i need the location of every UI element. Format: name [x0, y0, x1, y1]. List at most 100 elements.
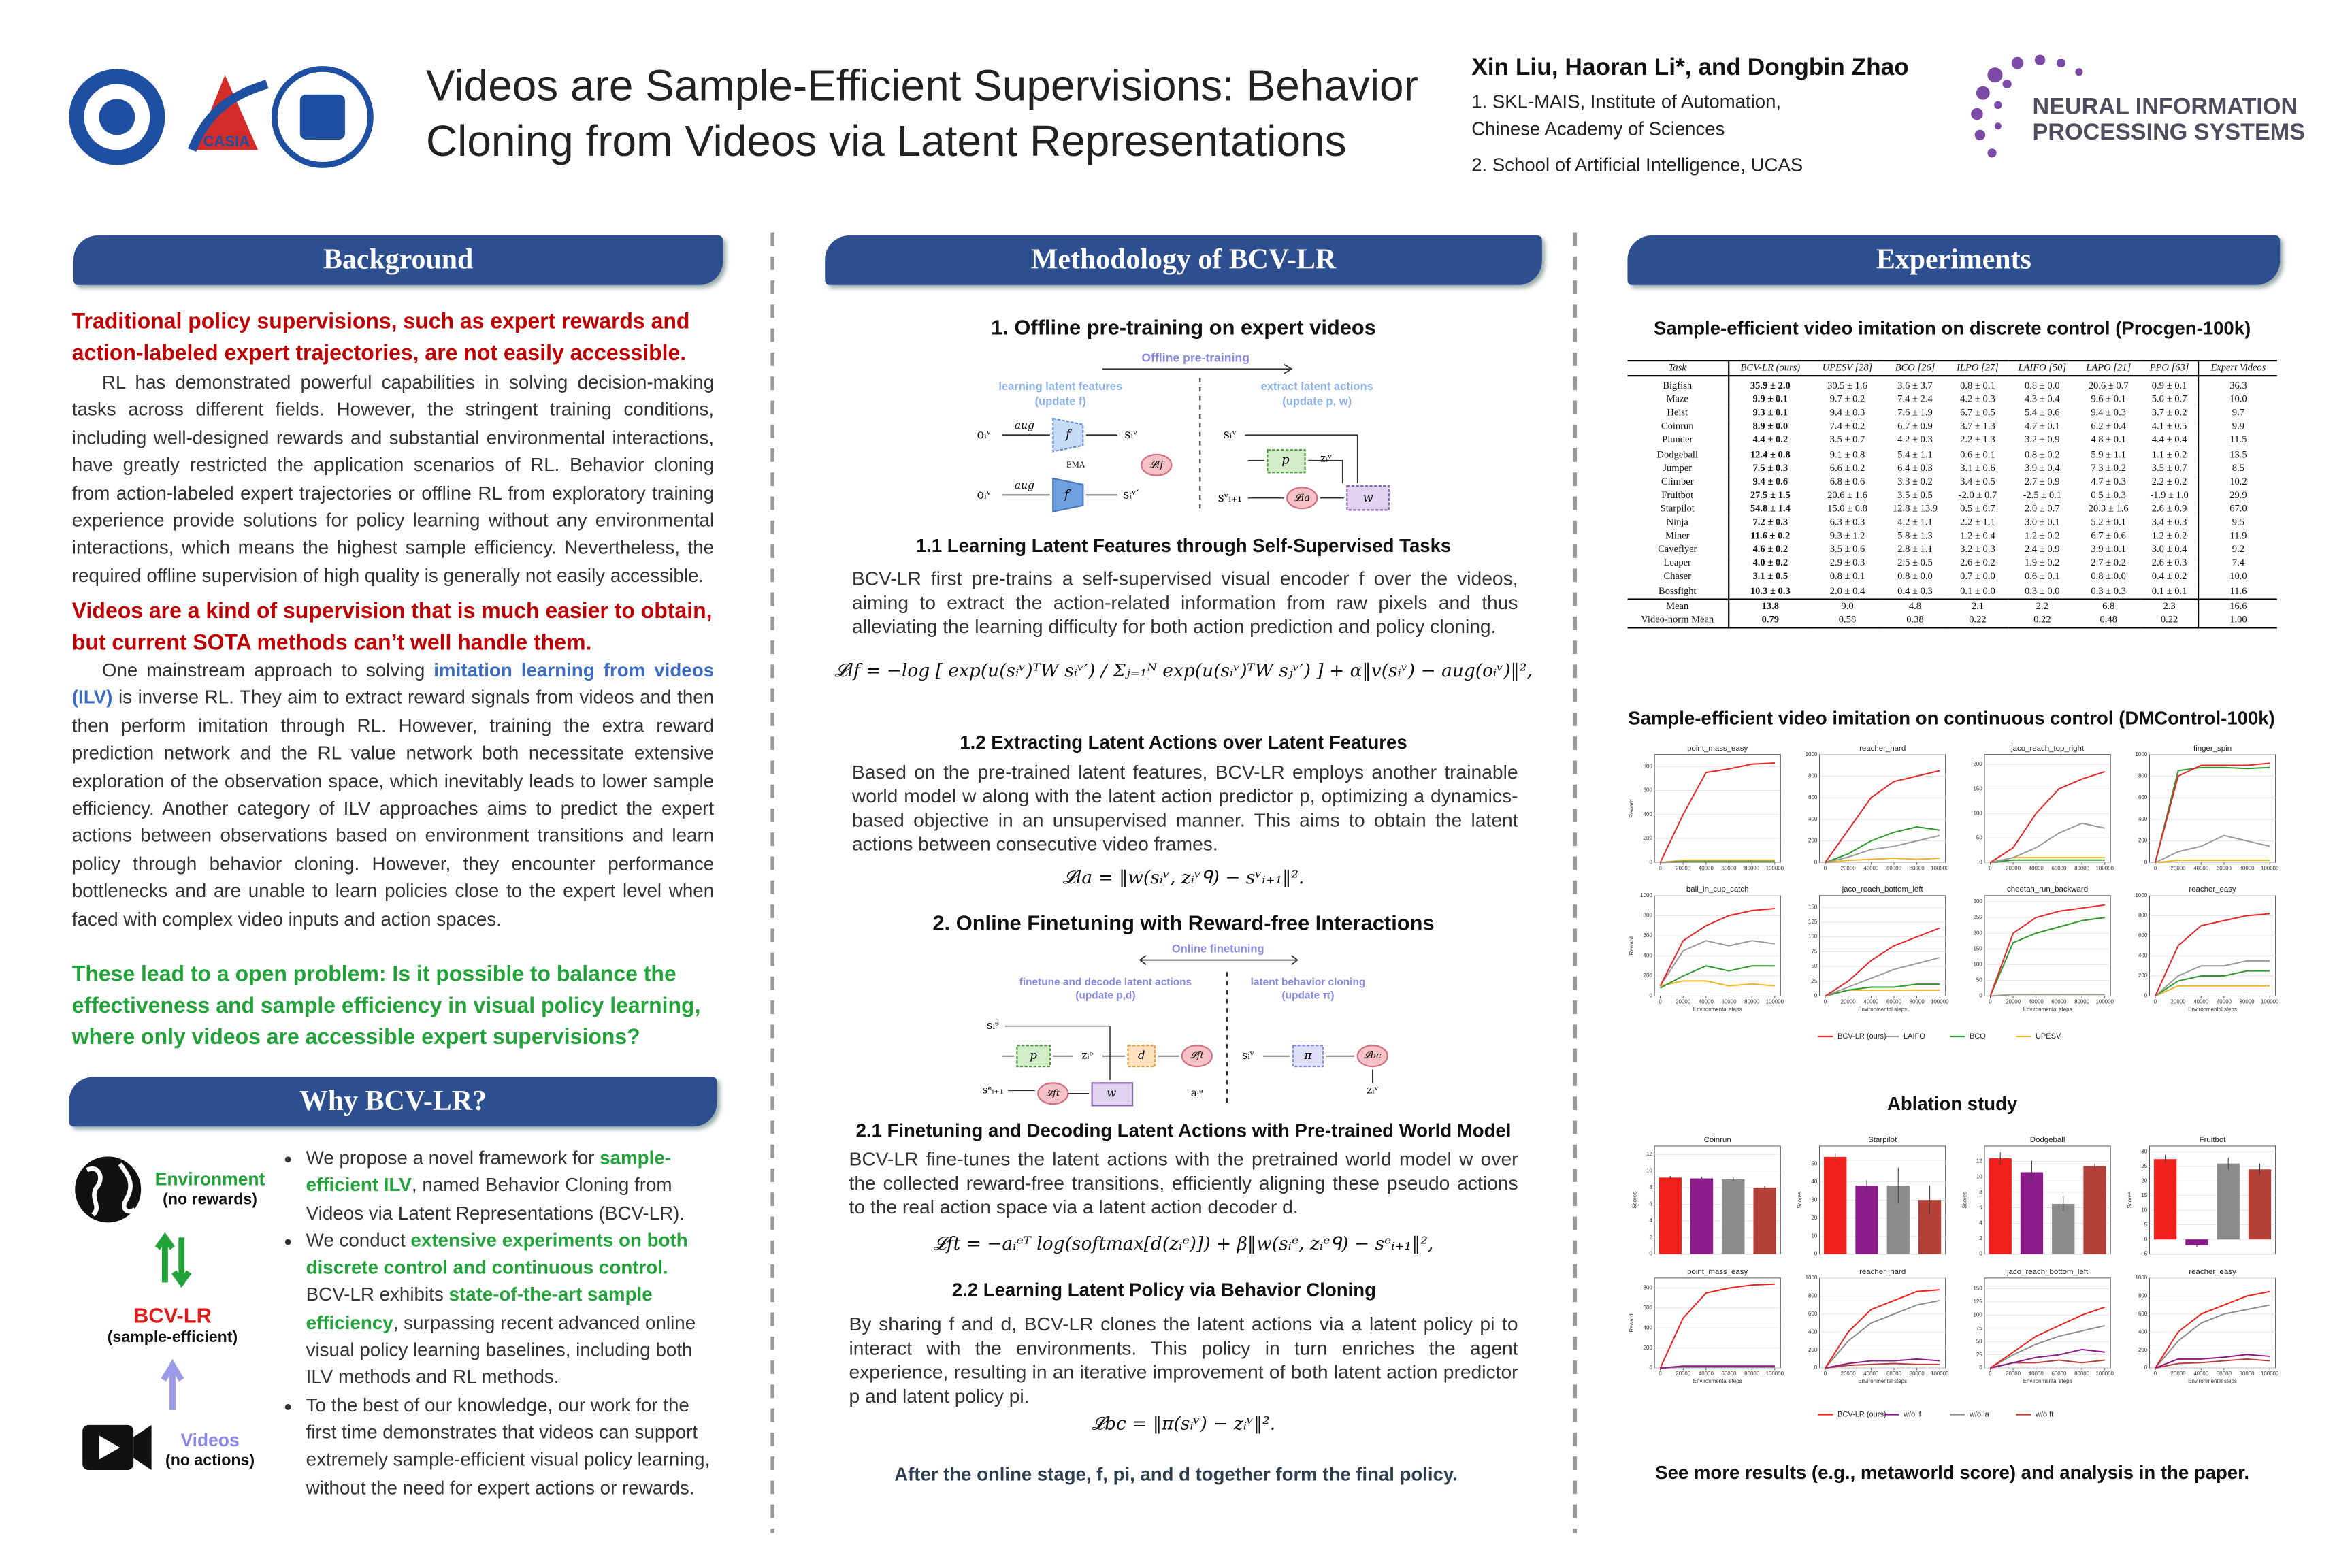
- loss-node: [1141, 453, 1173, 476]
- y-tick-label: 2: [1649, 1234, 1652, 1240]
- x-tick-label: 80000: [1910, 1371, 1925, 1377]
- diagram-label: (update f): [1035, 395, 1086, 408]
- panel-title: cheetah_run_backward: [2007, 885, 2088, 894]
- series-line: [1989, 904, 2105, 996]
- y-tick-label: 200: [2138, 973, 2148, 979]
- table-cell: 0.5 ± 0.3: [2091, 490, 2126, 501]
- table-cell: 1.9 ± 0.2: [2024, 558, 2060, 570]
- y-tick-label: 5: [2144, 1222, 2148, 1228]
- poster-title: Videos are Sample-Efficient Supervisions…: [425, 63, 1418, 167]
- symbol: p: [1281, 454, 1289, 468]
- symbol: sᵉᵢ₊₁: [982, 1083, 1003, 1096]
- y-tick-label: 800: [2138, 772, 2148, 779]
- y-tick-label: 600: [2138, 932, 2148, 938]
- table-cell: 20.6 ± 0.7: [2088, 381, 2129, 392]
- symbol: 𝓛lf: [1149, 459, 1165, 470]
- legend-label: w/o la: [1969, 1410, 1990, 1418]
- bar: [1824, 1156, 1847, 1254]
- symbol: 𝓛bc: [1364, 1051, 1382, 1061]
- diagram-online: Online finetuning finetune and decode la…: [982, 943, 1388, 1107]
- closing-note: See more results (e.g., metaworld score)…: [1655, 1462, 2250, 1484]
- table-cell: 0.22: [1947, 612, 2008, 628]
- series-line: [1990, 1348, 2105, 1369]
- x-tick-label: 100000: [1766, 1371, 1784, 1377]
- table-cell: 3.0 ± 0.1: [2024, 517, 2060, 528]
- y-tick-label: 10: [1811, 1232, 1817, 1239]
- column-header: BCO [26]: [1882, 359, 1948, 377]
- table-cell: 20.6 ± 1.6: [1827, 490, 1867, 501]
- x-tick-label: 100000: [2261, 1371, 2279, 1377]
- table-cell: 9.2: [2198, 543, 2277, 557]
- table-cell: 2.6 ± 0.2: [1960, 558, 1995, 570]
- y-tick-label: 30: [2141, 1149, 2147, 1155]
- symbol: p: [1030, 1049, 1037, 1062]
- y-tick-label: 600: [1644, 787, 1653, 794]
- panel-title: Starpilot: [1868, 1136, 1897, 1144]
- table-cell: 2.9 ± 0.3: [1829, 558, 1865, 570]
- conference-line-2: PROCESSING SYSTEMS: [2033, 119, 2305, 145]
- table-cell: 0.3 ± 0.0: [2024, 585, 2060, 597]
- table-cell: 10.3 ± 0.3: [1750, 585, 1791, 597]
- table-cell: Dodgeball: [1627, 448, 1729, 462]
- table-cell: 9.9 ± 0.1: [1752, 395, 1788, 406]
- series-line: [1660, 965, 1775, 989]
- series-line: [1660, 1366, 1775, 1369]
- y-tick-label: 1000: [2136, 751, 2148, 757]
- y-tick-label: 75: [1976, 1325, 1982, 1331]
- y-tick-label: 12: [1976, 1158, 1982, 1164]
- legend-label: BCV-LR (ours): [1838, 1032, 1886, 1041]
- y-tick-label: 400: [2138, 1328, 2148, 1335]
- bar: [1690, 1178, 1714, 1254]
- table-cell: 4.7 ± 0.1: [2024, 422, 2060, 433]
- table-cell: 7.2 ± 0.3: [1752, 517, 1788, 528]
- y-tick-label: 600: [1808, 794, 1818, 800]
- paragraph: BCV-LR fine-tunes the latent actions wit…: [849, 1147, 1518, 1218]
- table-cell: 0.8 ± 0.1: [1960, 381, 1995, 392]
- table-cell: 4.2 ± 1.1: [1897, 517, 1933, 528]
- exchange-arrows: [154, 1232, 192, 1288]
- text: , named Behavior Cloning from Videos via…: [306, 1175, 685, 1224]
- y-tick-label: 25: [2141, 1163, 2147, 1169]
- caption: Sample-efficient video imitation on disc…: [1654, 318, 2251, 340]
- table-cell: 5.4 ± 1.1: [1897, 449, 1933, 460]
- equation: 𝓛ft = −aᵢᵉᵀ log(softmax[d(zᵢᵉ)]) + β‖w(s…: [933, 1232, 1434, 1254]
- table-row: Maze 9.9 ± 0.1 9.7 ± 0.2 7.4 ± 2.4 4.2 ± 0.3…: [1627, 393, 2277, 407]
- x-tick-label: 80000: [2074, 865, 2090, 871]
- y-tick-label: 100: [1973, 1311, 1982, 1318]
- x-tick-label: 100000: [1766, 865, 1784, 871]
- diagram-label: (update p, w): [1282, 395, 1352, 408]
- table-cell: 1.00: [2198, 612, 2277, 628]
- x-tick-label: 40000: [2029, 998, 2044, 1004]
- bar: [1753, 1187, 1776, 1254]
- table-cell: 9.1 ± 0.8: [1829, 449, 1865, 460]
- y-tick-label: 1000: [2136, 1275, 2148, 1281]
- panel-title: Coinrun: [1704, 1136, 1731, 1144]
- series-line: [2155, 970, 2270, 997]
- plot-area: [2149, 1277, 2276, 1369]
- series-line: [1659, 940, 1775, 987]
- y-tick-label: 400: [1644, 953, 1653, 959]
- y-tick-label: 800: [2138, 912, 2148, 918]
- x-tick-label: 0: [1659, 1371, 1662, 1377]
- paragraph: BCV-LR first pre-trains a self-supervise…: [851, 567, 1518, 638]
- x-tick-label: 80000: [1910, 998, 1925, 1004]
- subheading: 2. Online Finetuning with Reward-free In…: [932, 910, 1435, 935]
- subheading: 2.2 Learning Latent Policy via Behavior …: [951, 1279, 1376, 1301]
- y-tick-label: 125: [1973, 1298, 1982, 1305]
- affiliation: Chinese Academy of Sciences: [1471, 118, 1725, 140]
- series-line: [1825, 1299, 1940, 1369]
- series-line: [2155, 1354, 2270, 1369]
- series-line: [1660, 859, 1775, 864]
- series-line: [1989, 1324, 2105, 1369]
- series-line: [1659, 1283, 1775, 1369]
- table-cell: 2.0 ± 0.7: [2024, 504, 2060, 514]
- table-row: Chaser 3.1 ± 0.5 0.8 ± 0.1 0.8 ± 0.0 0.7 ± 0…: [1627, 570, 2277, 585]
- x-tick-label: 100000: [2261, 865, 2279, 871]
- y-tick-label: 800: [1644, 912, 1653, 918]
- table-cell: 0.9 ± 0.1: [2151, 381, 2187, 392]
- table-cell: 4.0 ± 0.2: [1752, 558, 1788, 570]
- table-cell: 30.5 ± 1.6: [1827, 381, 1867, 392]
- table-cell: 6.2 ± 0.4: [2091, 422, 2126, 433]
- y-tick-label: 10: [1976, 1173, 1982, 1179]
